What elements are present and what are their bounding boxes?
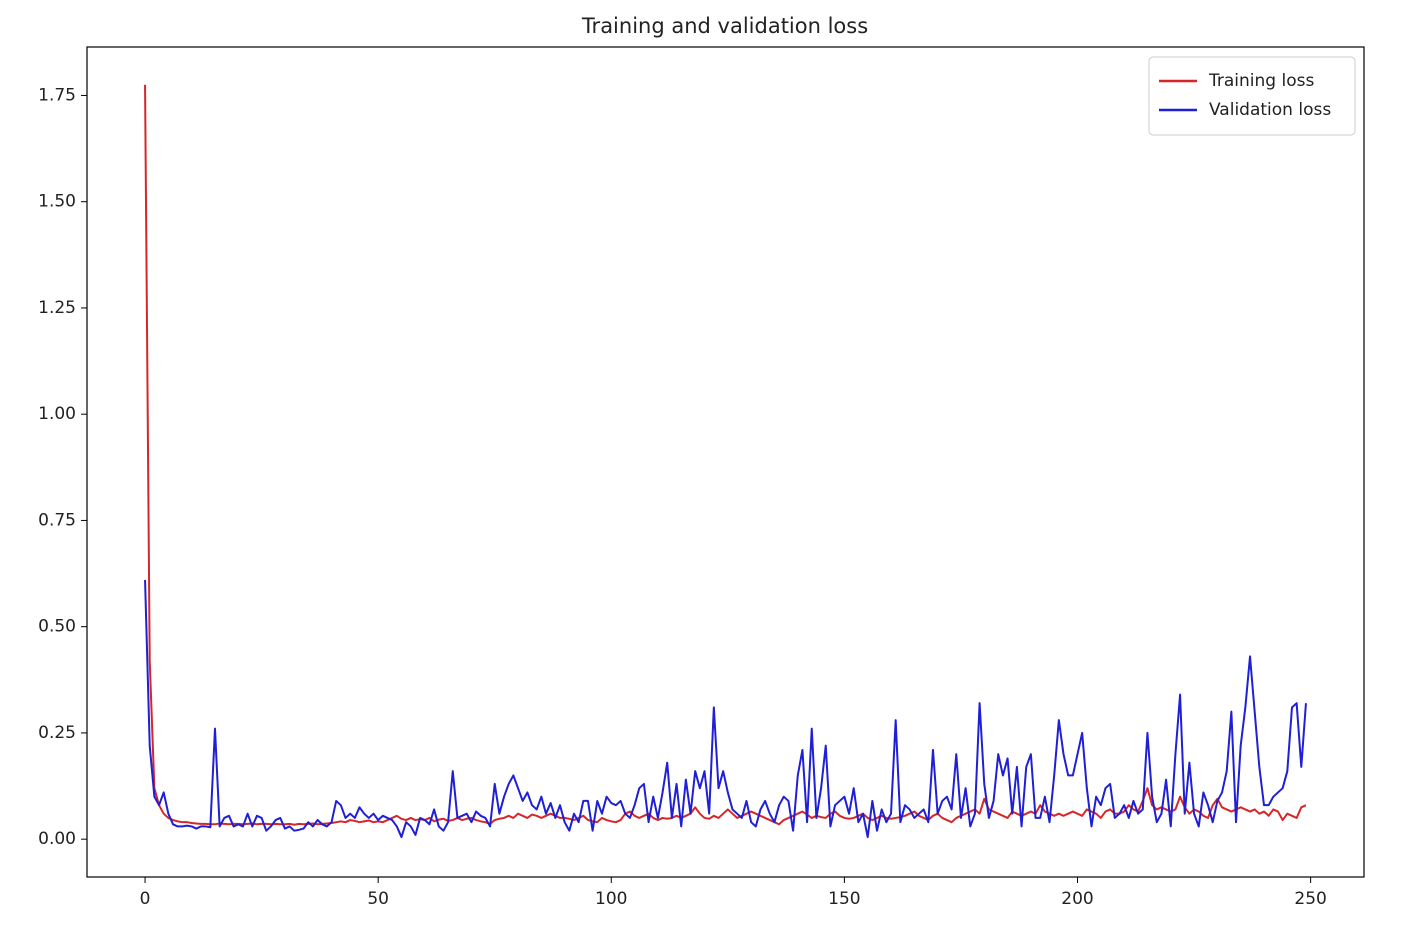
- x-tick-label: 0: [140, 889, 151, 909]
- x-tick-label: 100: [595, 889, 627, 909]
- y-tick-label: 0.50: [38, 617, 76, 637]
- x-tick-label: 250: [1294, 889, 1326, 909]
- plot-frame: [86, 46, 1365, 878]
- y-tick-label: 0.00: [38, 829, 76, 849]
- legend-box: [1148, 56, 1356, 136]
- y-tick-label: 0.75: [38, 510, 76, 530]
- y-tick-label: 1.50: [38, 192, 76, 212]
- chart-title: Training and validation loss: [581, 14, 868, 38]
- series-line: [144, 579, 1307, 839]
- y-tick-label: 1.75: [38, 85, 76, 105]
- y-tick-label: 1.25: [38, 298, 76, 318]
- y-tick-label: 1.00: [38, 404, 76, 424]
- legend-label: Training loss: [1208, 71, 1314, 91]
- x-tick-label: 200: [1061, 889, 1093, 909]
- x-tick-label: 50: [367, 889, 389, 909]
- x-tick-label: 150: [828, 889, 860, 909]
- series-line: [144, 84, 1307, 826]
- legend-label: Validation loss: [1209, 100, 1331, 120]
- y-tick-label: 0.25: [38, 723, 76, 743]
